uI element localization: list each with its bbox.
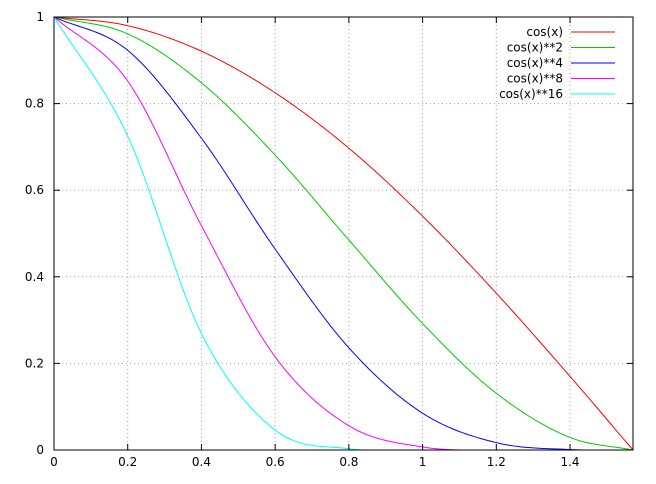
legend-label: cos(x)**8 [507,72,563,86]
x-tick-label: 0.2 [118,455,137,469]
series-line-1 [53,16,634,451]
legend-label: cos(x)**4 [507,56,563,70]
x-tick-label: 1.2 [487,455,506,469]
x-tick-label: 0.4 [192,455,211,469]
y-tick-label: 0.4 [25,270,44,284]
legend-label: cos(x)**16 [499,87,563,101]
y-tick-label: 1 [36,10,44,24]
y-tick-label: 0.2 [25,356,44,370]
axis-ticks [53,16,633,451]
series-line-2 [53,16,634,451]
grid [54,17,633,450]
y-tick-label: 0 [36,443,44,457]
legend-label: cos(x)**2 [507,41,563,55]
series-line-0 [53,16,634,451]
x-tick-label: 0.6 [266,455,285,469]
x-tick-label: 0.8 [339,455,358,469]
x-tick-label: 1 [419,455,427,469]
y-axis-tick-labels: 0 0.2 0.4 0.6 0.8 1 [25,10,44,457]
y-tick-label: 0.6 [25,183,44,197]
plot-frame [53,16,634,451]
legend-label: cos(x) [526,25,563,39]
x-tick-label: 1.4 [560,455,579,469]
y-tick-label: 0.8 [25,97,44,111]
x-axis-tick-labels: 0 0.2 0.4 0.6 0.8 1 1.2 1.4 [50,455,579,469]
x-tick-label: 0 [50,455,58,469]
